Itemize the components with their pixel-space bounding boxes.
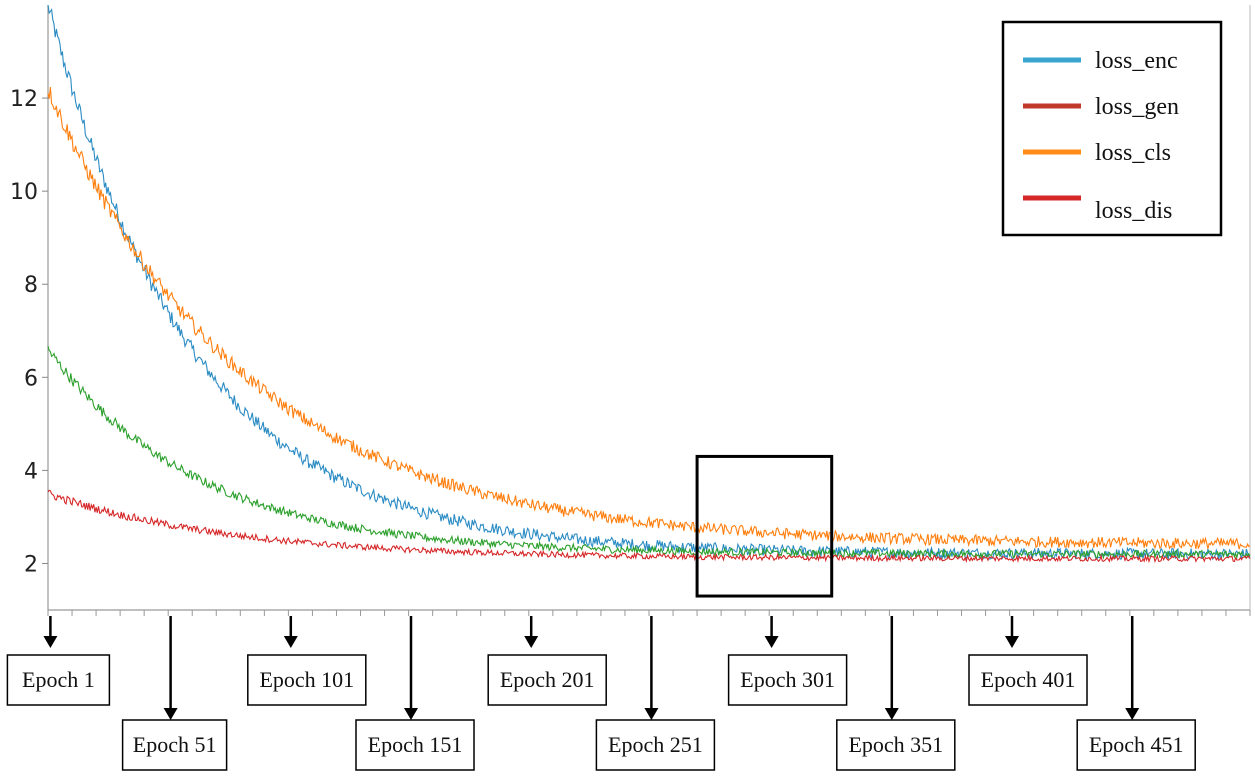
y-tick-label: 2	[24, 552, 38, 577]
epoch-arrow-head	[524, 636, 539, 648]
highlight-box	[695, 454, 834, 598]
epoch-box	[247, 654, 367, 706]
y-tick-label: 10	[10, 180, 38, 205]
epoch-box	[487, 654, 607, 706]
epoch-arrow-head	[1005, 636, 1020, 648]
epoch-box	[727, 654, 848, 706]
highlight-rect	[695, 454, 834, 598]
series-line-loss-enc	[47, 4, 1251, 561]
epoch-label: Epoch 351	[848, 732, 943, 757]
epoch-arrow-head	[764, 636, 779, 648]
y-axis-ticks: 2 4 6 8 10 12	[10, 87, 48, 577]
legend-label-loss-dis: loss_dis	[1095, 198, 1172, 224]
epoch-label: Epoch 451	[1089, 732, 1184, 757]
epoch-box	[121, 719, 228, 771]
y-tick-label: 12	[10, 87, 38, 112]
y-tick-label: 6	[24, 366, 38, 391]
epoch-arrow-head	[163, 708, 178, 720]
epoch-box	[1076, 719, 1196, 771]
epoch-label: Epoch 301	[740, 667, 835, 692]
epoch-annotations: Epoch 1 Epoch 51 Epoch 101 Epoch 151 Epoch 2…	[6, 616, 1196, 771]
legend-label-loss-enc: loss_enc	[1095, 48, 1178, 74]
epoch-box	[836, 719, 956, 771]
y-tick-label: 4	[24, 459, 38, 484]
epoch-box	[595, 719, 716, 771]
epoch-arrow-head	[884, 708, 899, 720]
legend-label-loss-gen: loss_gen	[1095, 94, 1179, 120]
series-line-loss-dis	[47, 489, 1251, 564]
epoch-box	[968, 654, 1088, 706]
epoch-label: Epoch 51	[133, 732, 217, 757]
epoch-label: Epoch 251	[608, 732, 703, 757]
epoch-arrow-head	[404, 708, 419, 720]
legend-label-loss-cls: loss_cls	[1095, 140, 1171, 166]
epoch-arrow-head	[1125, 708, 1140, 720]
epoch-box	[355, 719, 475, 771]
x-axis-ticks	[47, 610, 1251, 616]
series-lines	[47, 4, 1251, 564]
epoch-arrow-head	[283, 636, 298, 648]
epoch-label: Epoch 401	[981, 667, 1076, 692]
epoch-label: Epoch 101	[259, 667, 354, 692]
series-line-loss-gen	[47, 345, 1251, 560]
epoch-arrow-head	[644, 708, 659, 720]
epoch-label: Epoch 1	[22, 667, 95, 692]
epoch-label: Epoch 151	[368, 732, 463, 757]
epoch-box	[6, 654, 111, 706]
epoch-arrow-head	[43, 636, 58, 648]
epoch-label: Epoch 201	[500, 667, 595, 692]
legend: loss_enc loss_gen loss_cls loss_dis	[1001, 20, 1223, 237]
y-tick-label: 8	[24, 273, 38, 298]
series-line-loss-cls	[47, 87, 1251, 550]
